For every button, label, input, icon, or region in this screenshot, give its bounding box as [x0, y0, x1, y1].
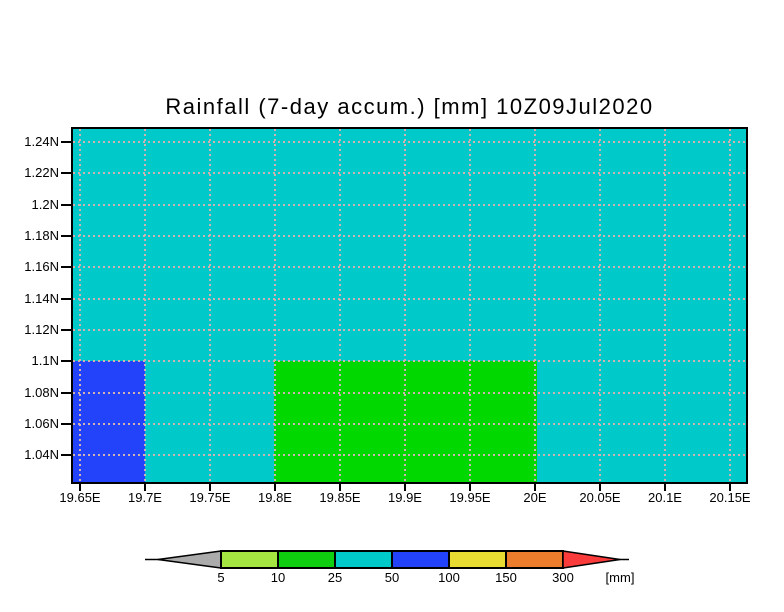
- y-axis-label: 1.14N: [24, 291, 59, 306]
- gridline-vertical: [209, 129, 211, 482]
- x-axis-tick: [534, 484, 536, 491]
- x-axis-label: 20.05E: [579, 490, 621, 505]
- colorbar-level-label: 300: [552, 570, 574, 585]
- x-axis-tick: [79, 484, 81, 491]
- x-axis-label: 19.75E: [189, 490, 231, 505]
- gridline-horizontal: [73, 392, 746, 394]
- x-axis-label: 19.85E: [319, 490, 361, 505]
- y-axis-label: 1.24N: [24, 134, 59, 149]
- plot-area: [71, 127, 748, 484]
- x-axis-label: 19.8E: [258, 490, 292, 505]
- colorbar-left-arrow: [157, 550, 222, 569]
- colorbar-level-label: 100: [438, 570, 460, 585]
- gridline-vertical: [599, 129, 601, 482]
- colorbar-level-label: 150: [495, 570, 517, 585]
- gridline-horizontal: [73, 266, 746, 268]
- x-axis-tick: [274, 484, 276, 491]
- x-axis-tick: [599, 484, 601, 491]
- x-axis-label: 19.95E: [449, 490, 491, 505]
- gridline-horizontal: [73, 298, 746, 300]
- colorbar-right-arrow: [562, 550, 621, 569]
- chart-title: Rainfall (7-day accum.) [mm] 10Z09Jul202…: [165, 94, 654, 119]
- y-axis-tick: [61, 266, 71, 268]
- gridline-vertical: [274, 129, 276, 482]
- shaded-region-50-100mm: [73, 361, 145, 482]
- gridline-horizontal: [73, 454, 746, 456]
- x-axis-label: 20E: [523, 490, 547, 505]
- colorbar-level-label: 50: [384, 570, 400, 585]
- gridline-vertical: [404, 129, 406, 482]
- gridline-horizontal: [73, 329, 746, 331]
- gridline-horizontal: [73, 360, 746, 362]
- x-axis-tick: [144, 484, 146, 491]
- y-axis-label: 1.04N: [24, 447, 59, 462]
- x-axis-label: 19.7E: [128, 490, 162, 505]
- y-axis-label: 1.2N: [31, 197, 59, 212]
- gridline-horizontal: [73, 235, 746, 237]
- x-axis-tick: [209, 484, 211, 491]
- x-axis-tick: [404, 484, 406, 491]
- y-axis-label: 1.18N: [24, 228, 59, 243]
- y-axis-tick: [61, 298, 71, 300]
- x-axis-tick: [339, 484, 341, 491]
- gridline-horizontal: [73, 423, 746, 425]
- gridline-horizontal: [73, 172, 746, 174]
- gridline-vertical: [144, 129, 146, 482]
- y-axis-label: 1.08N: [24, 385, 59, 400]
- y-axis-label: 1.16N: [24, 259, 59, 274]
- x-axis-tick: [469, 484, 471, 491]
- y-axis-tick: [61, 204, 71, 206]
- y-axis-tick: [61, 360, 71, 362]
- colorbar-unit-label: [mm]: [605, 570, 635, 585]
- gridline-vertical: [79, 129, 81, 482]
- colorbar-segment-150-300: [505, 550, 564, 569]
- colorbar-segment-10-25: [277, 550, 336, 569]
- colorbar-segment-5-10: [220, 550, 279, 569]
- y-axis-tick: [61, 172, 71, 174]
- gridline-vertical: [534, 129, 536, 482]
- y-axis-tick: [61, 423, 71, 425]
- colorbar-level-label: 10: [270, 570, 286, 585]
- colorbar-level-label: 25: [327, 570, 343, 585]
- x-axis-tick: [729, 484, 731, 491]
- gridline-horizontal: [73, 141, 746, 143]
- gridline-vertical: [664, 129, 666, 482]
- y-axis-label: 1.1N: [31, 353, 59, 368]
- colorbar-segment-100-150: [448, 550, 507, 569]
- y-axis-tick: [61, 329, 71, 331]
- colorbar-level-label: 5: [217, 570, 225, 585]
- x-axis-label: 20.1E: [648, 490, 682, 505]
- y-axis-label: 1.06N: [24, 416, 59, 431]
- colorbar-segment-25-50: [334, 550, 393, 569]
- x-axis-label: 20.15E: [709, 490, 751, 505]
- y-axis-label: 1.12N: [24, 322, 59, 337]
- gridline-vertical: [339, 129, 341, 482]
- y-axis-label: 1.22N: [24, 165, 59, 180]
- x-axis-tick: [664, 484, 666, 491]
- colorbar-segment-50-100: [391, 550, 450, 569]
- x-axis-label: 19.65E: [59, 490, 101, 505]
- y-axis-tick: [61, 454, 71, 456]
- y-axis-tick: [61, 235, 71, 237]
- gridline-vertical: [729, 129, 731, 482]
- colorbar: [145, 550, 629, 569]
- y-axis-tick: [61, 141, 71, 143]
- gridline-vertical: [469, 129, 471, 482]
- x-axis-label: 19.9E: [388, 490, 422, 505]
- y-axis-tick: [61, 392, 71, 394]
- gridline-horizontal: [73, 204, 746, 206]
